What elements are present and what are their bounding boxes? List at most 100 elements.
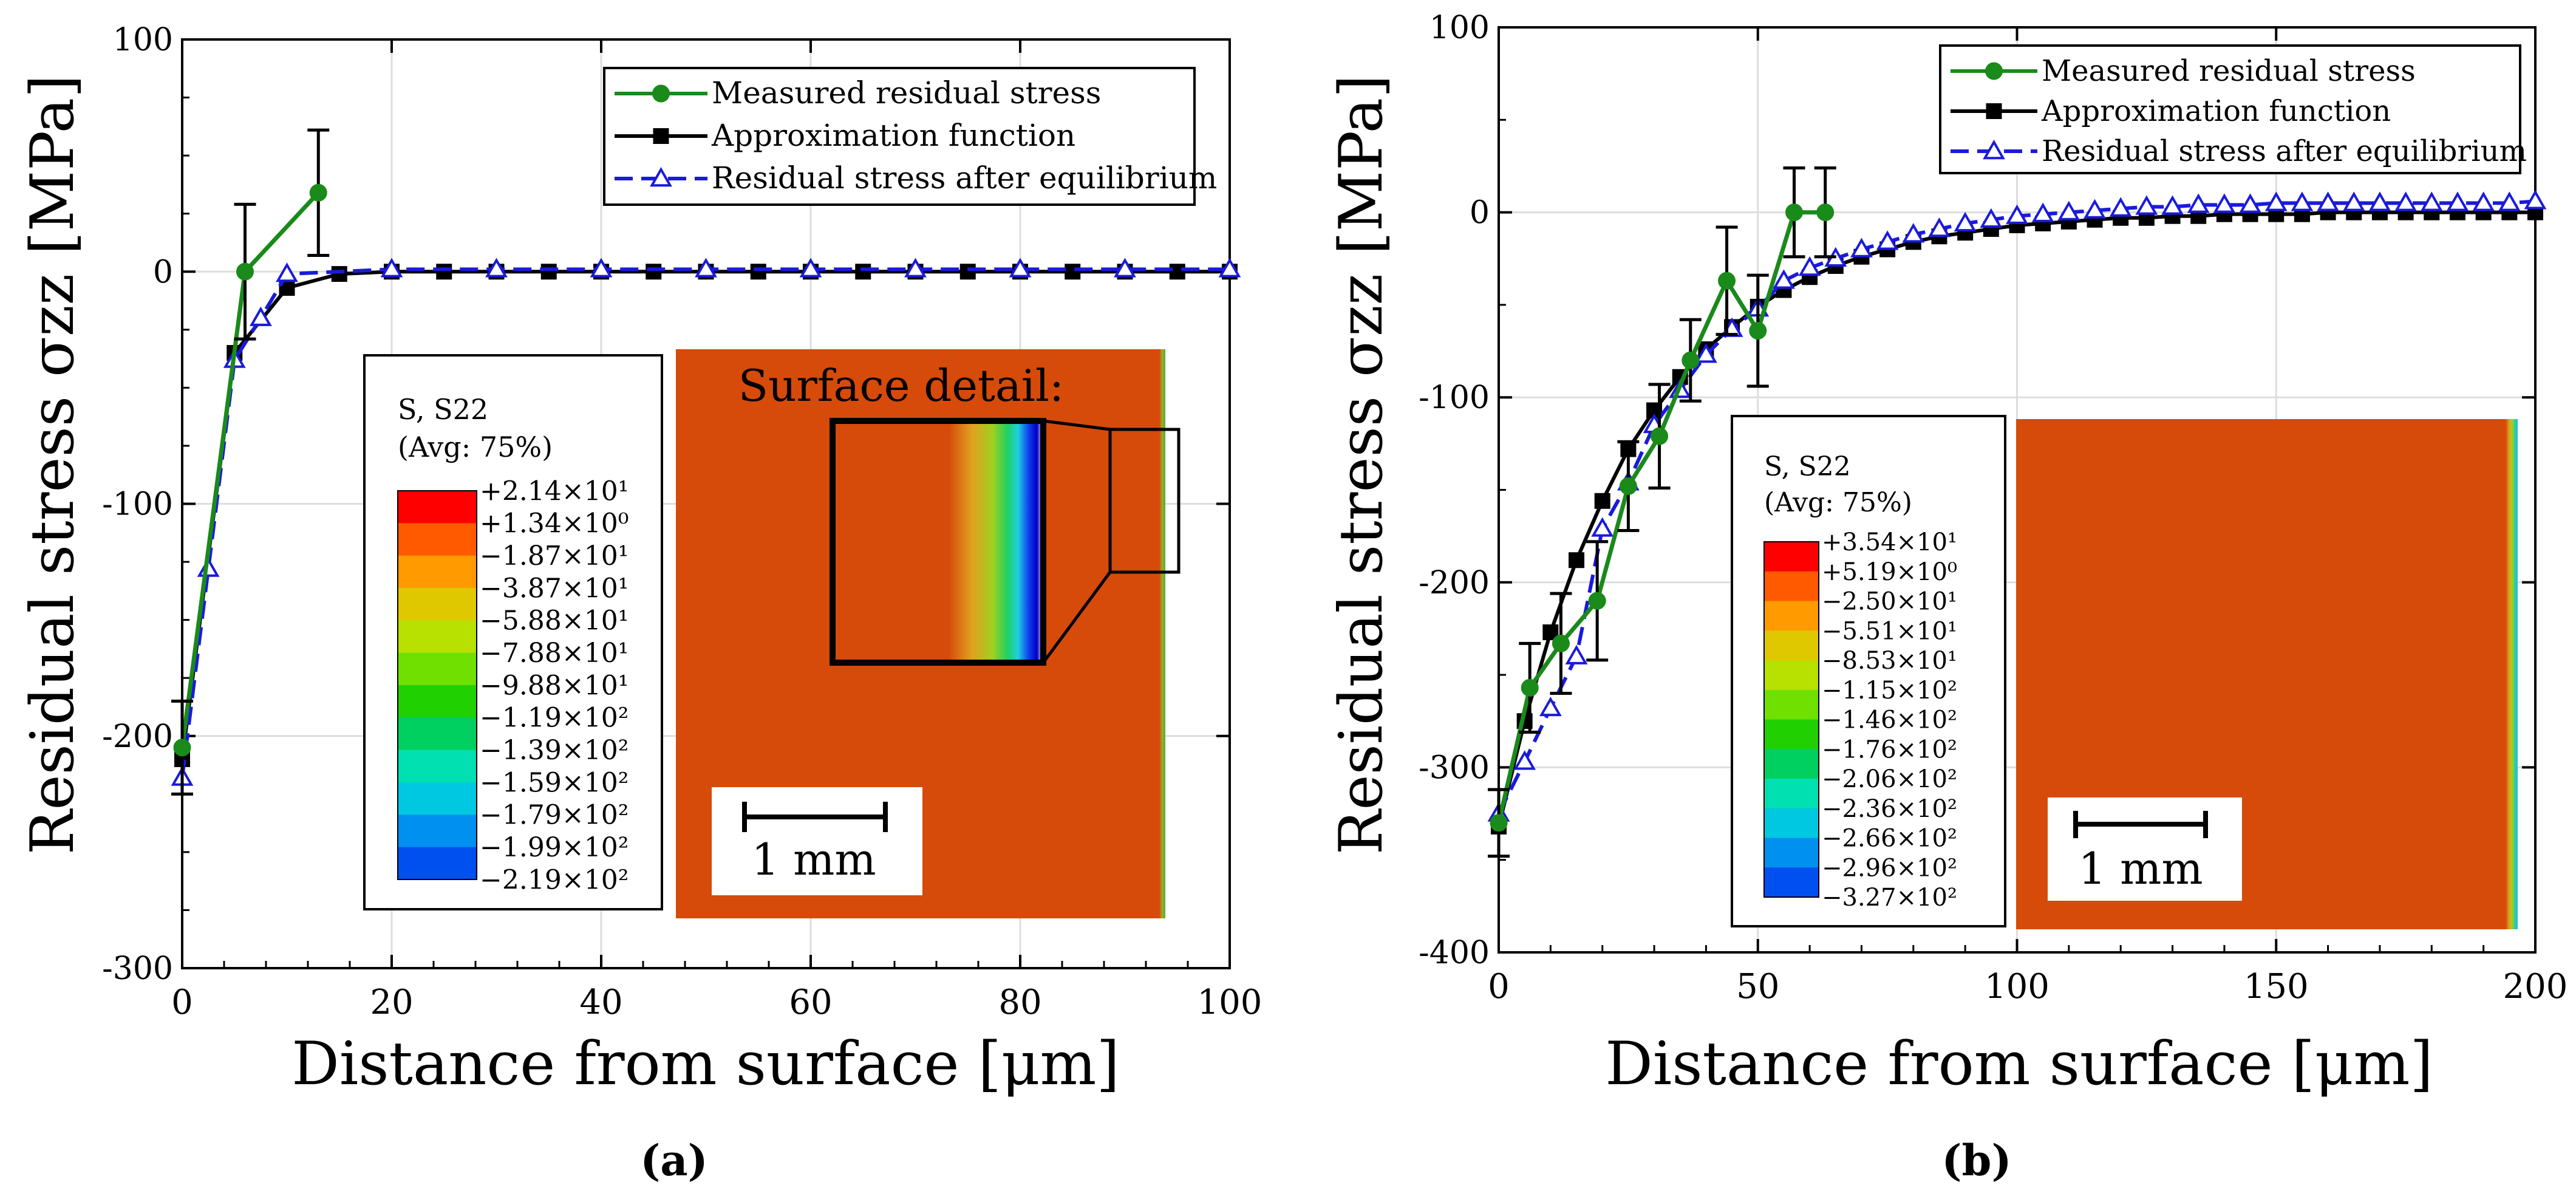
colorbar-band xyxy=(398,555,477,589)
data-point-triangle xyxy=(590,258,613,278)
colorbar-title-line1: S, S22 xyxy=(398,393,488,426)
colorbar-bands xyxy=(1763,541,1819,898)
colorbar-label: +2.14×10¹ xyxy=(480,476,629,507)
colorbar-label: −5.88×10¹ xyxy=(480,606,629,637)
scale-bar-label: 1 mm xyxy=(751,834,876,885)
data-point-triangle xyxy=(2006,204,2028,224)
data-point-triangle xyxy=(1902,223,1925,243)
data-point-triangle xyxy=(2031,202,2054,222)
data-point-triangle xyxy=(2135,195,2158,215)
data-point-circle xyxy=(1651,427,1669,445)
colorbar-band xyxy=(398,588,477,621)
y-tick-labels: 100 0 -100 -200 -300 -400 xyxy=(1419,10,1490,971)
colorbar-band xyxy=(398,652,477,686)
colorbar-band xyxy=(1764,601,1819,631)
y-tick-label: 100 xyxy=(1429,10,1490,46)
data-point-square xyxy=(1594,493,1610,509)
colorbar-label: −2.66×10² xyxy=(1822,825,1957,853)
x-tick-label: 200 xyxy=(2503,967,2568,1006)
data-point-triangle xyxy=(380,258,403,278)
data-point-triangle xyxy=(1876,230,1899,250)
scale-bar-label: 1 mm xyxy=(2078,843,2203,894)
panel-b: 0 50 100 150 200 100 0 -100 -200 -300 -400 Measur… xyxy=(1327,10,2567,1186)
data-point-square xyxy=(540,264,557,280)
legend-marker-triangle xyxy=(1983,140,2005,160)
panel-caption: (b) xyxy=(1941,1135,2011,1186)
colorbar-title-line2: (Avg: 75%) xyxy=(1764,487,1912,518)
legend-marker-circle xyxy=(1985,62,2003,80)
data-point-triangle xyxy=(2342,191,2365,211)
contour-inset: Surface detail: 1 mm xyxy=(676,349,1181,918)
data-point-triangle xyxy=(2239,193,2261,213)
colorbar-band xyxy=(1764,779,1819,809)
x-tick-label: 80 xyxy=(998,983,1041,1022)
colorbar-label: −1.87×10¹ xyxy=(480,541,629,572)
x-tick-label: 20 xyxy=(370,983,413,1022)
y-tick-label: -300 xyxy=(1419,750,1490,786)
data-point-triangle xyxy=(2161,195,2184,215)
legend-entry: Approximation function xyxy=(711,118,1075,153)
colorbar-label: −1.59×10² xyxy=(480,767,629,798)
y-tick-label: 0 xyxy=(1470,195,1490,231)
colorbar-title-line2: (Avg: 75%) xyxy=(398,431,553,463)
colorbar-label: −5.51×10¹ xyxy=(1822,617,1957,645)
scale-bar-box xyxy=(2048,797,2242,901)
data-point-triangle xyxy=(904,258,927,278)
colorbar-band xyxy=(398,620,477,654)
x-axis-label: Distance from surface [μm] xyxy=(1605,1030,2433,1099)
data-point-triangle xyxy=(1695,343,1717,363)
colorbar-label: −8.53×10¹ xyxy=(1822,647,1957,675)
data-point-square xyxy=(959,264,976,280)
colorbar-band xyxy=(398,847,477,880)
data-point-circle xyxy=(309,183,327,202)
data-point-circle xyxy=(1682,351,1700,369)
panel-caption: (a) xyxy=(640,1135,708,1186)
y-tick-label: -200 xyxy=(102,719,173,755)
x-tick-label: 0 xyxy=(171,983,193,1022)
surface-detail-zoom xyxy=(830,418,1046,666)
colorbar-band xyxy=(398,523,477,556)
data-point-triangle xyxy=(1114,258,1136,278)
colorbar-band xyxy=(1764,838,1819,868)
data-point-triangle xyxy=(2213,193,2236,213)
y-tick-label: 0 xyxy=(153,254,173,290)
data-point-triangle xyxy=(1980,208,2003,228)
data-point-circle xyxy=(1749,322,1767,340)
legend-marker-square xyxy=(653,128,669,144)
data-point-triangle xyxy=(2446,191,2469,211)
x-tick-label: 50 xyxy=(1736,967,1779,1006)
data-point-square xyxy=(855,264,871,280)
colorbar-band xyxy=(398,782,477,815)
colorbar-label: −2.50×10¹ xyxy=(1822,588,1957,616)
axis-ticks xyxy=(1498,26,2537,954)
colorbar-band xyxy=(398,685,477,718)
x-tick-label: 100 xyxy=(1985,967,2050,1006)
data-point-triangle xyxy=(1565,644,1588,664)
data-point-square xyxy=(436,264,452,280)
legend-entry: Residual stress after equilibrium xyxy=(2042,134,2527,168)
data-point-triangle xyxy=(2057,200,2080,220)
x-tick-labels: 0 20 40 60 80 100 xyxy=(171,983,1262,1022)
legend-box xyxy=(603,67,1196,206)
colorbar-title-line1: S, S22 xyxy=(1764,451,1851,482)
colorbar-label: −9.88×10¹ xyxy=(480,670,629,701)
legend: Measured residual stress Approximation fu… xyxy=(603,67,1217,206)
colorbar-bands xyxy=(397,490,477,880)
colorbar-band xyxy=(1764,630,1819,661)
data-point-triangle xyxy=(2368,191,2391,211)
y-tick-label: -100 xyxy=(1419,380,1490,416)
zoom-connector-bottom xyxy=(1041,571,1112,664)
contour-inset: 1 mm xyxy=(2016,419,2518,929)
x-axis-label: Distance from surface [μm] xyxy=(291,1030,1119,1099)
data-point-square xyxy=(1569,552,1585,569)
y-tick-label: -400 xyxy=(1419,935,1490,971)
series-line-triangle xyxy=(180,267,1230,778)
colorbar-label: −1.15×10² xyxy=(1822,677,1957,705)
colorbar-band xyxy=(1764,660,1819,691)
colorbar-label: −2.96×10² xyxy=(1822,854,1957,882)
colorbar-label: −1.39×10² xyxy=(480,735,629,766)
data-point-triangle xyxy=(249,306,272,326)
data-point-triangle xyxy=(1850,237,1873,258)
colorbar-label: +3.54×10¹ xyxy=(1822,528,1957,556)
data-point-triangle xyxy=(2394,191,2418,211)
